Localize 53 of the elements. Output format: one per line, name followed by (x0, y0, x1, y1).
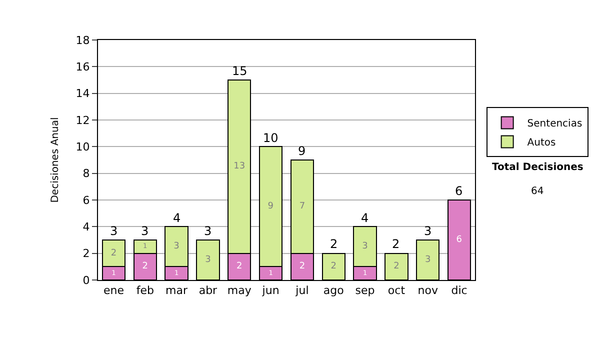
x-tick-label: nov (418, 284, 438, 298)
total-label: 4 (361, 211, 369, 225)
x-tick-label: ene (103, 284, 124, 298)
x-tick-label: jun (261, 284, 280, 298)
data-label: 2 (142, 262, 148, 272)
data-label: 13 (234, 162, 246, 172)
x-tick-label: ago (323, 284, 344, 298)
data-label: 3 (425, 255, 431, 265)
y-tick-label: 16 (76, 60, 90, 74)
x-tick-label: feb (136, 284, 154, 298)
y-tick-label: 12 (76, 114, 90, 127)
y-tick-label: 18 (76, 34, 90, 47)
total-label: 3 (424, 224, 432, 238)
text: Total Decisiones (492, 162, 584, 173)
data-label: 3 (205, 255, 211, 265)
total-label: 2 (392, 237, 400, 251)
total-label: 2 (330, 237, 338, 251)
total-label: 10 (263, 131, 278, 145)
data-label: 9 (268, 202, 274, 212)
x-tick-label: may (227, 284, 252, 298)
legend-label: Sentencias (527, 118, 582, 130)
data-label: 2 (236, 262, 242, 272)
data-label: 6 (456, 235, 462, 245)
total-label: 15 (232, 64, 248, 78)
x-tick-label: mar (166, 284, 188, 298)
x-tick-label: jul (294, 284, 309, 298)
data-label: 3 (362, 242, 368, 252)
total-label: 3 (204, 224, 212, 238)
data-label: 3 (174, 242, 180, 252)
x-tick-label: oct (388, 284, 406, 298)
total-label: 4 (173, 211, 181, 225)
y-axis-title: Decisiones Anual (50, 117, 61, 203)
data-label: 2 (330, 262, 336, 272)
data-label: 2 (299, 262, 306, 272)
data-label: 2 (110, 248, 117, 258)
x-tick-label: abr (198, 284, 218, 298)
y-tick-label: 10 (76, 140, 90, 154)
y-tick-label: 2 (82, 247, 90, 260)
data-label: 2 (394, 262, 400, 272)
y-tick-label: 14 (76, 87, 90, 100)
x-tick-label: dic (451, 284, 468, 298)
y-tick-label: 6 (82, 194, 90, 207)
total-label: 6 (455, 184, 463, 198)
y-tick-label: 4 (82, 220, 90, 234)
legend-label: Autos (527, 138, 556, 149)
data-label: 7 (299, 202, 306, 212)
text: 64 (531, 186, 544, 197)
x-tick-label: sep (355, 284, 375, 298)
total-label: 3 (110, 224, 118, 238)
y-tick-label: 8 (82, 167, 90, 180)
total-label: 9 (298, 144, 306, 158)
y-tick-label: 0 (82, 274, 90, 287)
total-label: 3 (141, 224, 149, 238)
